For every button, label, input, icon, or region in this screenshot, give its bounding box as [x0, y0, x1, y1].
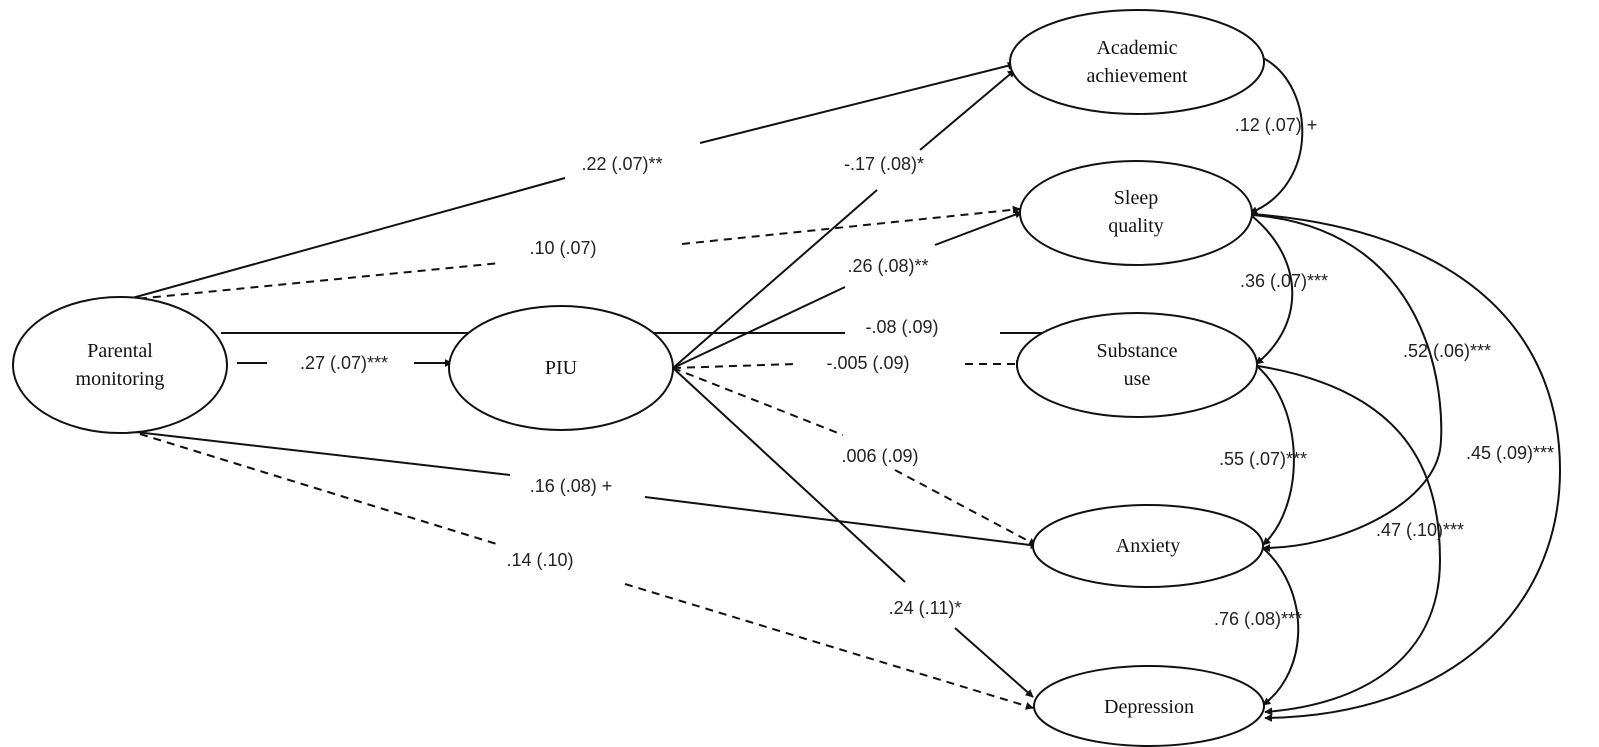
label-cov-substance-anxiety: .55 (.07)***	[1219, 449, 1307, 469]
cov-sleep-anxiety	[1244, 210, 1443, 552]
node-anxiety-shape	[1032, 504, 1264, 588]
node-anxiety: Anxiety	[1032, 504, 1264, 588]
path-pm-anxiety-head	[644, 496, 1039, 550]
covariance-arcs	[1243, 51, 1562, 722]
cov-anxiety-depression	[1254, 540, 1300, 706]
node-piu-label: PIU	[545, 357, 578, 379]
label-piu-substance: -.005 (.09)	[826, 353, 909, 373]
cov-substance-anxiety	[1249, 359, 1295, 546]
node-piu: PIU	[448, 305, 674, 431]
label-pm-sleep: .10 (.07)	[529, 238, 596, 258]
node-anxiety-label: Anxiety	[1116, 535, 1180, 557]
path-piu-substance	[672, 363, 796, 369]
node-parental-monitoring-label-1: Parental	[87, 340, 153, 362]
path-piu-depression-head	[954, 627, 1034, 698]
node-academic-achievement-shape	[1009, 9, 1265, 115]
node-substance-use-label-1: Substance	[1096, 340, 1177, 362]
label-cov-sleep-depression: .45 (.09)***	[1466, 443, 1554, 463]
path-pm-depression-head	[624, 583, 1034, 710]
node-academic-achievement: Academic achievement	[1009, 9, 1265, 115]
path-pm-depression	[139, 433, 501, 546]
path-piu-sleep-head	[934, 210, 1023, 246]
path-piu-academic-head	[919, 69, 1016, 151]
node-parental-monitoring: Parental monitoring	[12, 296, 228, 434]
node-depression-label: Depression	[1104, 696, 1194, 718]
path-piu-sleep	[672, 286, 846, 369]
regression-paths	[124, 61, 1054, 710]
cov-substance-depression	[1250, 360, 1442, 716]
path-coefficient-labels: .22 (.07)** .10 (.07) .27 (.07)*** -.08 …	[300, 154, 961, 618]
node-parental-monitoring-label-2: monitoring	[76, 368, 165, 390]
node-substance-use-shape	[1016, 312, 1258, 418]
path-piu-anxiety	[672, 367, 844, 436]
path-piu-academic	[672, 189, 878, 369]
node-sleep-quality: Sleep quality	[1019, 160, 1253, 266]
label-cov-anxiety-depression: .76 (.08)***	[1214, 609, 1302, 629]
node-sleep-quality-label-1: Sleep	[1114, 187, 1158, 209]
node-academic-achievement-label-1: Academic	[1096, 37, 1177, 59]
path-piu-depression	[672, 367, 906, 583]
label-cov-substance-depression: .47 (.10)***	[1376, 520, 1464, 540]
cov-academic-sleep	[1249, 51, 1304, 215]
label-pm-substance: -.08 (.09)	[865, 317, 938, 337]
label-piu-depression: .24 (.11)*	[889, 598, 962, 618]
node-substance-use-label-2: use	[1124, 368, 1151, 390]
label-cov-sleep-anxiety: .52 (.06)***	[1403, 341, 1491, 361]
label-piu-sleep: .26 (.08)**	[847, 256, 928, 276]
path-piu-anxiety-head	[894, 469, 1037, 546]
label-piu-anxiety: .006 (.09)	[841, 446, 918, 466]
path-pm-academic	[124, 177, 566, 301]
node-academic-achievement-label-2: achievement	[1086, 65, 1187, 87]
node-piu-shape	[448, 305, 674, 431]
cov-sleep-depression	[1244, 209, 1562, 722]
path-pm-anxiety	[126, 430, 511, 476]
node-sleep-quality-shape	[1019, 160, 1253, 266]
node-parental-monitoring-shape	[12, 296, 228, 434]
path-pm-sleep-head	[681, 205, 1021, 245]
node-substance-use: Substance use	[1016, 312, 1258, 418]
path-pm-academic-head	[699, 61, 1016, 144]
label-cov-sleep-substance: .36 (.07)***	[1240, 271, 1328, 291]
node-depression-shape	[1033, 665, 1265, 747]
label-pm-piu: .27 (.07)***	[300, 353, 388, 373]
covariance-labels: .12 (.07) + .36 (.07)*** .52 (.06)*** .4…	[1214, 115, 1554, 629]
label-cov-academic-sleep: .12 (.07) +	[1235, 115, 1318, 135]
label-pm-anxiety: .16 (.08) +	[530, 476, 613, 496]
label-pm-academic: .22 (.07)**	[581, 154, 662, 174]
path-pm-sleep	[124, 262, 501, 301]
node-sleep-quality-label-2: quality	[1108, 215, 1164, 237]
label-piu-academic: -.17 (.08)*	[844, 154, 924, 174]
node-depression: Depression	[1033, 665, 1265, 747]
label-pm-depression: .14 (.10)	[506, 550, 573, 570]
